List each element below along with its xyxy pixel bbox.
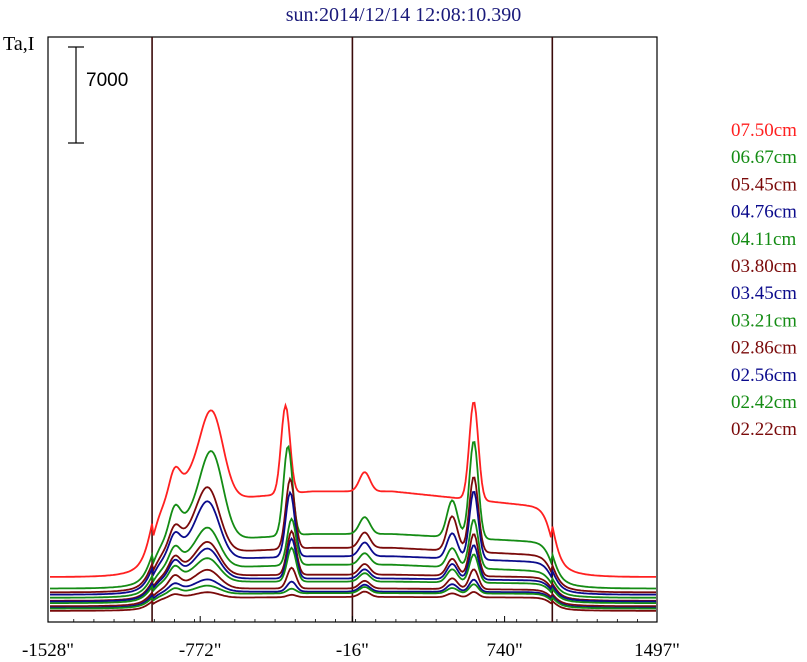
x-tick-label-4: 1497" xyxy=(634,640,680,661)
legend-label-6: 03.45cm xyxy=(731,283,797,304)
series-line-02.42cm xyxy=(50,583,656,610)
x-tick-label-0: -1528" xyxy=(22,640,74,661)
series-line-02.86cm xyxy=(50,566,656,608)
series-line-05.45cm xyxy=(50,476,656,594)
legend-label-9: 02.56cm xyxy=(731,365,797,386)
legend-label-3: 04.76cm xyxy=(731,202,797,223)
legend-label-5: 03.80cm xyxy=(731,256,797,277)
legend-label-0: 07.50cm xyxy=(731,120,797,141)
x-tick-label-1: -772" xyxy=(179,640,222,661)
legend-label-7: 03.21cm xyxy=(731,310,797,331)
series-line-03.21cm xyxy=(50,546,656,604)
series-line-07.50cm xyxy=(50,401,656,578)
y-axis-label: Ta,I xyxy=(3,33,34,55)
chart-title: sun:2014/12/14 12:08:10.390 xyxy=(285,4,522,26)
legend-label-10: 02.42cm xyxy=(731,392,797,413)
series-line-06.67cm xyxy=(50,441,656,590)
legend-label-11: 02.22cm xyxy=(731,419,797,440)
legend-label-4: 04.11cm xyxy=(731,229,796,250)
legend-label-8: 02.86cm xyxy=(731,338,797,359)
scale-bar-label: 7000 xyxy=(86,70,128,91)
series-line-03.80cm xyxy=(50,529,656,602)
x-tick-label-2: -16" xyxy=(336,640,369,661)
series-line-04.76cm xyxy=(50,490,656,596)
legend-label-1: 06.67cm xyxy=(731,147,797,168)
x-tick-label-3: 740" xyxy=(486,640,522,661)
series-line-04.11cm xyxy=(50,517,656,599)
series-line-02.22cm xyxy=(50,590,656,612)
series-line-03.45cm xyxy=(50,537,657,603)
legend-label-2: 05.45cm xyxy=(731,174,797,195)
